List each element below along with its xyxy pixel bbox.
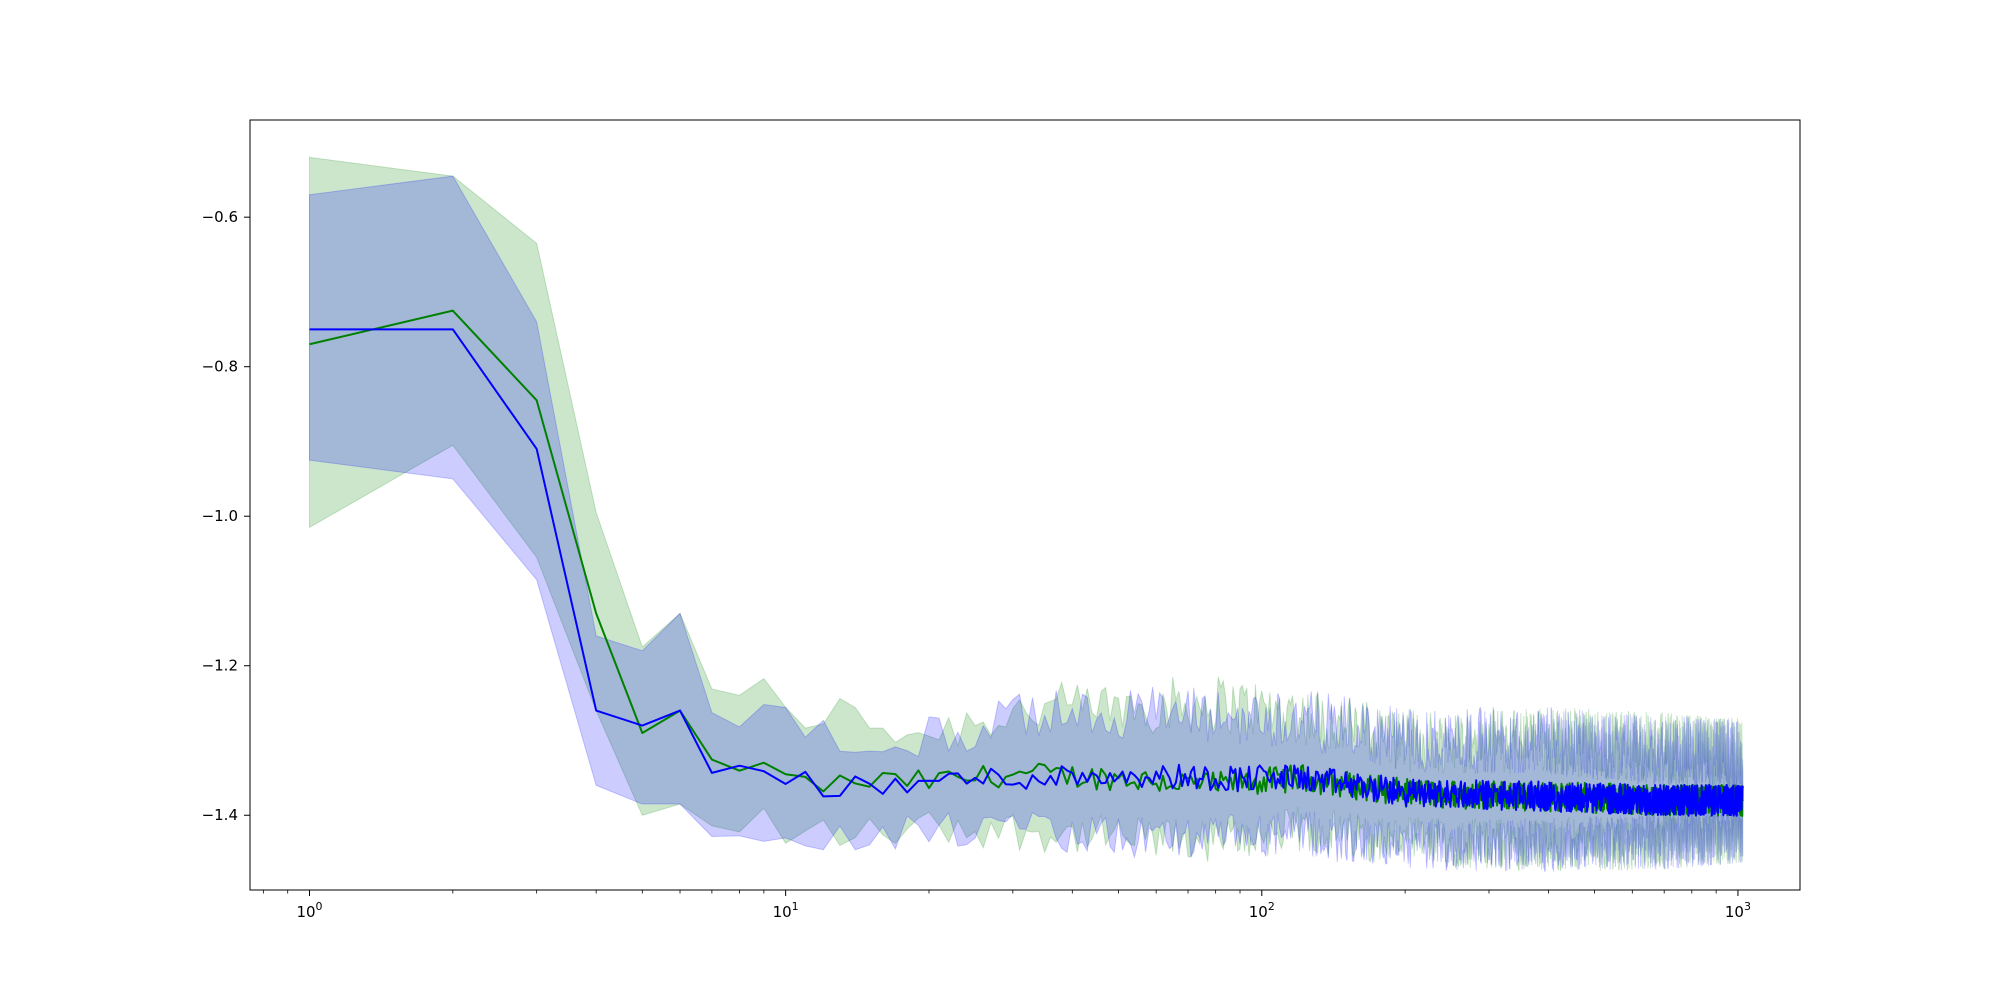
y-tick-label: −0.6 [202, 208, 238, 226]
series-2-band [308, 175, 1744, 872]
x-tick-label: 100 [296, 900, 322, 921]
y-tick-label: −1.4 [202, 806, 238, 824]
y-tick-label: −1.0 [202, 507, 238, 525]
series-2-line [309, 328, 1744, 817]
x-tick-label: 102 [1249, 900, 1275, 921]
plot-area [308, 156, 1744, 872]
x-tick-label: 103 [1725, 900, 1751, 921]
plot-frame [249, 119, 1801, 891]
axes: −0.6 −0.8 −1.0 −1.2 −1.4 100 101 102 103 [202, 208, 1751, 921]
x-tick-label: 101 [773, 900, 799, 921]
y-tick-label: −1.2 [202, 657, 238, 675]
y-tick-label: −0.8 [202, 358, 238, 376]
